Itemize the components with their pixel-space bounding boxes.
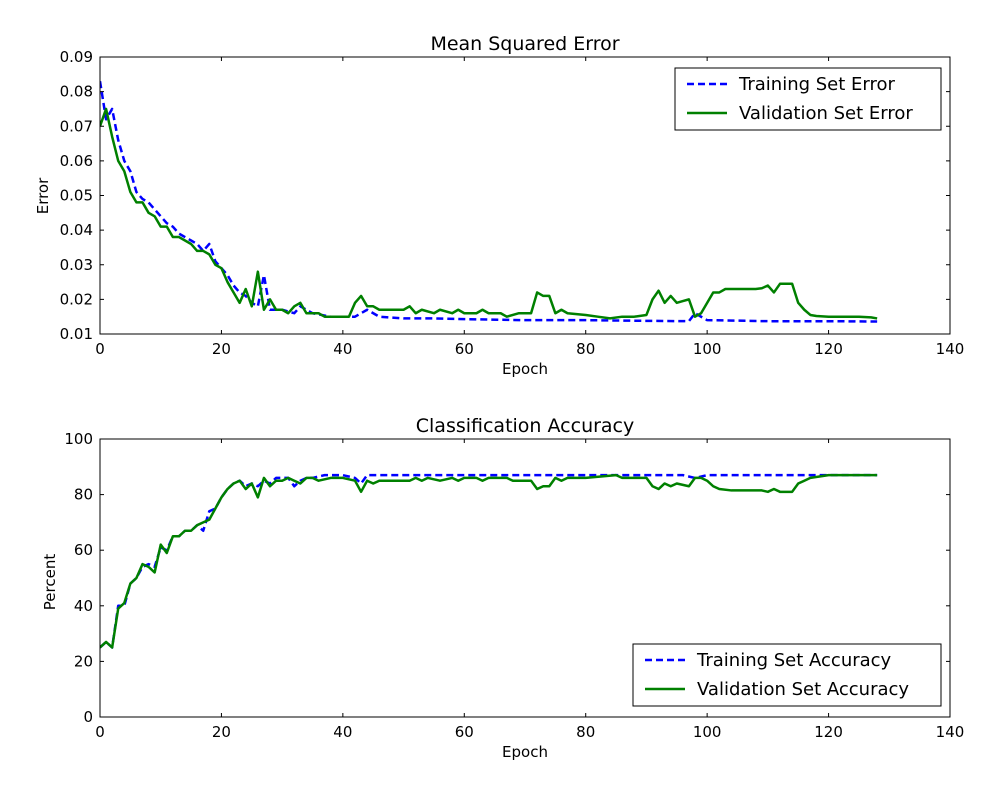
mse-x-tick-label: 0 bbox=[95, 340, 105, 358]
mse-y-tick-label: 0.06 bbox=[60, 152, 93, 170]
mse-x-tick-label: 20 bbox=[212, 340, 231, 358]
accuracy-x-tick-label: 0 bbox=[95, 723, 105, 741]
mse-y-tick-label: 0.01 bbox=[60, 325, 93, 343]
mse-chart: Mean Squared Error Epoch Error 0 20 40 60 80… bbox=[34, 33, 964, 378]
mse-chart-title: Mean Squared Error bbox=[430, 33, 619, 55]
mse-legend-box bbox=[674, 67, 942, 131]
accuracy-chart: Classification Accuracy Epoch Percent 0 2… bbox=[41, 415, 964, 761]
accuracy-y-tick-label: 40 bbox=[74, 597, 93, 615]
mse-x-tick-label: 140 bbox=[936, 340, 965, 358]
accuracy-plot-frame bbox=[99, 438, 951, 718]
accuracy-y-tick-label: 100 bbox=[64, 430, 93, 448]
accuracy-y-tick-label: 20 bbox=[74, 652, 93, 670]
mse-legend-label-validation: Validation Set Error bbox=[739, 103, 913, 124]
accuracy-x-tick-label: 100 bbox=[693, 723, 722, 741]
mse-x-tick-label: 40 bbox=[333, 340, 352, 358]
mse-x-tick-label: 80 bbox=[576, 340, 595, 358]
mse-series-validation-line bbox=[100, 107, 878, 320]
mse-y-tick-label: 0.05 bbox=[60, 187, 93, 205]
mse-y-tick-label: 0.07 bbox=[60, 117, 93, 135]
mse-chart-y-axis-label: Error bbox=[34, 177, 52, 214]
accuracy-x-tick-label: 120 bbox=[814, 723, 843, 741]
accuracy-y-tick-label: 0 bbox=[83, 708, 93, 726]
accuracy-chart-title: Classification Accuracy bbox=[416, 415, 635, 437]
mse-chart-x-axis-label: Epoch bbox=[502, 360, 548, 378]
accuracy-y-tick-label: 80 bbox=[74, 486, 93, 504]
accuracy-x-tick-label: 80 bbox=[576, 723, 595, 741]
mse-y-tick-label: 0.04 bbox=[60, 221, 93, 239]
accuracy-x-tick-label: 40 bbox=[333, 723, 352, 741]
mse-x-tick-label: 120 bbox=[814, 340, 843, 358]
accuracy-x-tick-label: 20 bbox=[212, 723, 231, 741]
accuracy-x-tick-label: 140 bbox=[936, 723, 965, 741]
mse-y-tick-label: 0.02 bbox=[60, 290, 93, 308]
mse-y-tick-label: 0.03 bbox=[60, 256, 93, 274]
accuracy-legend: Training Set Accuracy Validation Set Accu… bbox=[632, 643, 942, 707]
mse-y-tick-label: 0.09 bbox=[60, 48, 93, 66]
accuracy-chart-y-axis-label: Percent bbox=[41, 554, 59, 611]
accuracy-series-validation-line bbox=[100, 473, 878, 649]
accuracy-y-tick-label: 60 bbox=[74, 541, 93, 559]
accuracy-chart-x-axis-label: Epoch bbox=[502, 743, 548, 761]
mse-legend-label-training: Training Set Error bbox=[738, 74, 896, 95]
accuracy-legend-label-validation: Validation Set Accuracy bbox=[697, 679, 909, 700]
mse-x-tick-label: 60 bbox=[455, 340, 474, 358]
mse-legend: Training Set Error Validation Set Error bbox=[674, 67, 942, 131]
accuracy-legend-label-training: Training Set Accuracy bbox=[696, 650, 892, 671]
mse-y-tick-label: 0.08 bbox=[60, 83, 93, 101]
accuracy-legend-box bbox=[632, 643, 942, 707]
mse-x-tick-label: 100 bbox=[693, 340, 722, 358]
accuracy-x-tick-label: 60 bbox=[455, 723, 474, 741]
